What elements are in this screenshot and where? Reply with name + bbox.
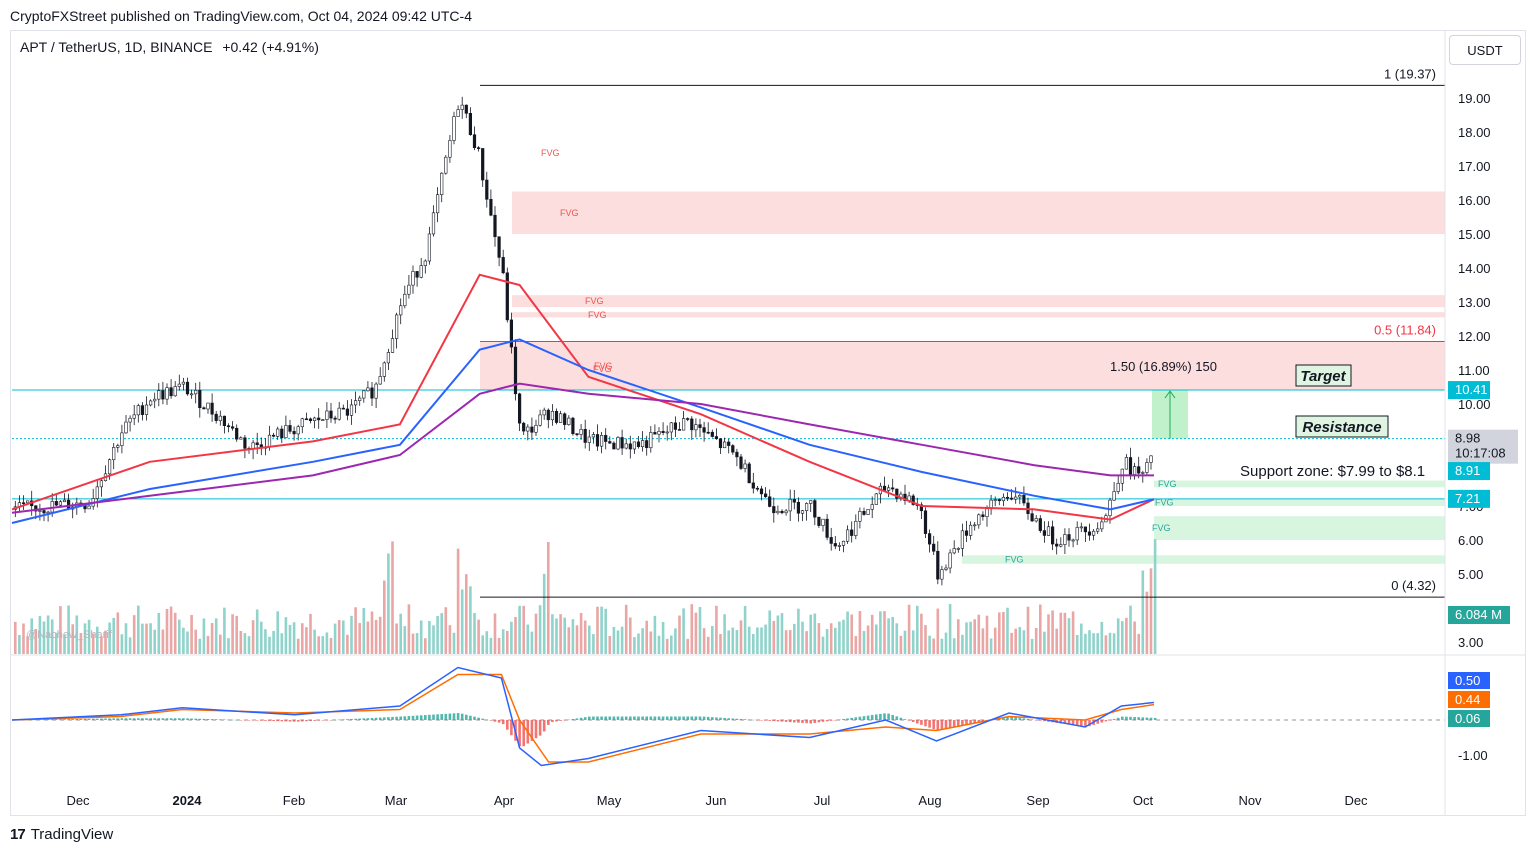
chart-frame: [10, 30, 1526, 816]
tradingview-brand[interactable]: 17 TradingView: [10, 826, 113, 843]
symbol-change: +0.42 (+4.91%): [222, 39, 319, 55]
currency-button[interactable]: USDT: [1449, 35, 1521, 65]
brand-name: TradingView: [30, 826, 114, 843]
tradingview-logo-icon: 17: [10, 826, 26, 843]
symbol-legend[interactable]: APT / TetherUS, 1D, BINANCE +0.42 (+4.91…: [20, 39, 319, 55]
symbol-name: APT / TetherUS, 1D, BINANCE: [20, 39, 213, 55]
publish-header: CryptoFXStreet published on TradingView.…: [10, 8, 472, 24]
